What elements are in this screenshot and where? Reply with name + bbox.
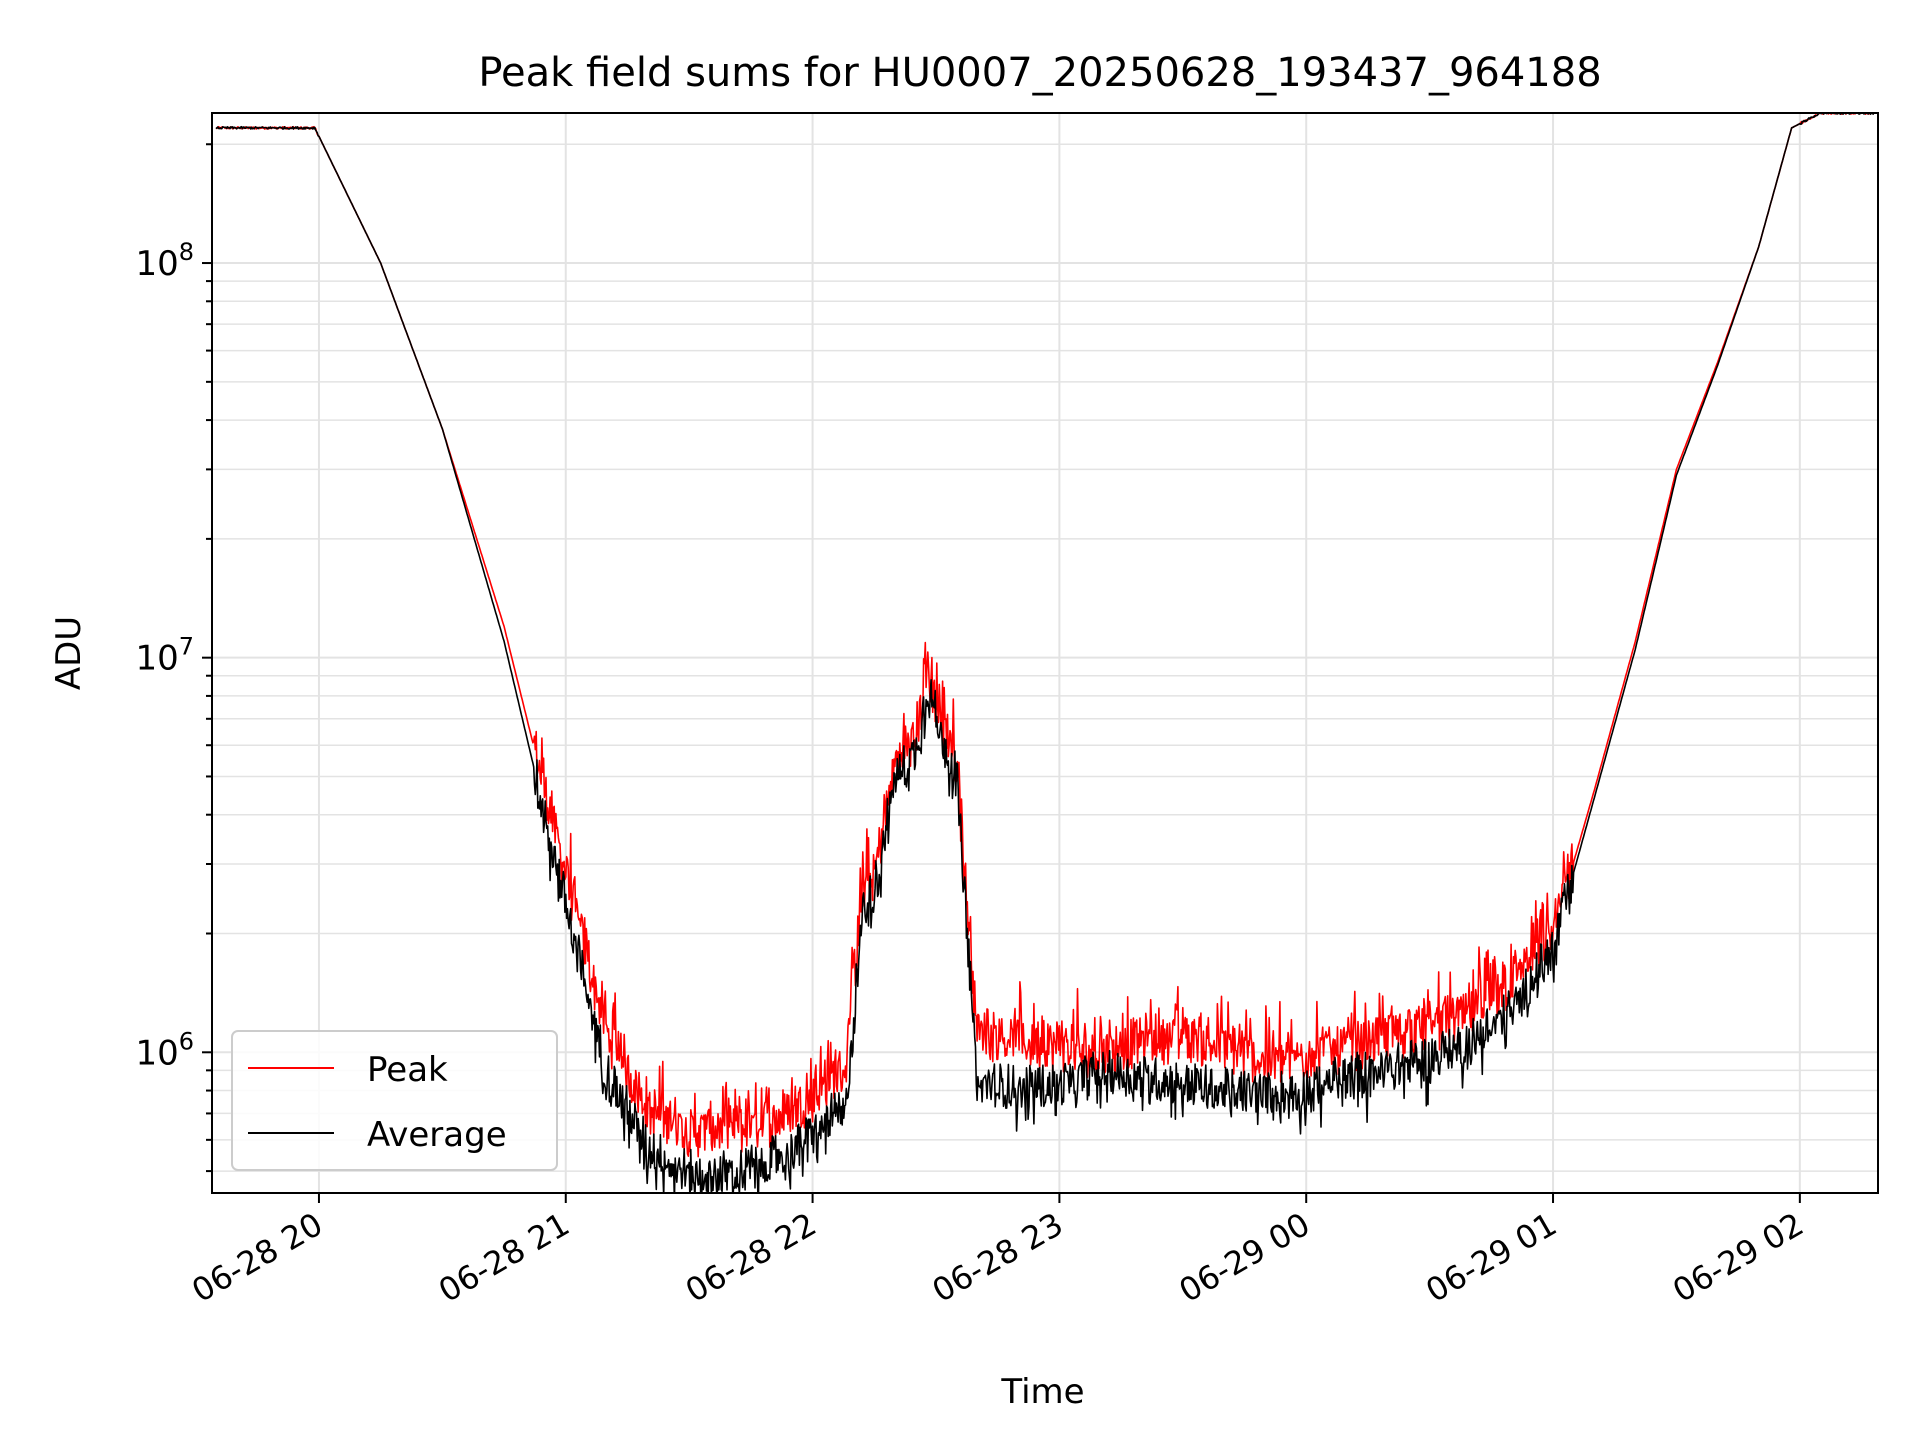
legend: Peak Average [231,1030,558,1171]
series-line-peak [215,113,1875,1158]
series-line-average [215,113,1875,1193]
chart-title: Peak field sums for HU0007_20250628_1934… [478,50,1601,96]
y-tick-label: 107 [135,633,194,679]
x-axis-label: Time [1000,1372,1084,1412]
series-layer [215,113,1875,1193]
y-tick-label: 108 [135,238,194,284]
plot-frame [211,112,1879,1194]
y-tick-label: 106 [135,1027,194,1073]
y-axis-label: ADU [49,616,89,690]
legend-box [231,1030,558,1171]
legend-label-peak: Peak [367,1050,448,1090]
y-axis: 106 107 108 [135,143,212,1173]
legend-label-average: Average [367,1115,507,1155]
